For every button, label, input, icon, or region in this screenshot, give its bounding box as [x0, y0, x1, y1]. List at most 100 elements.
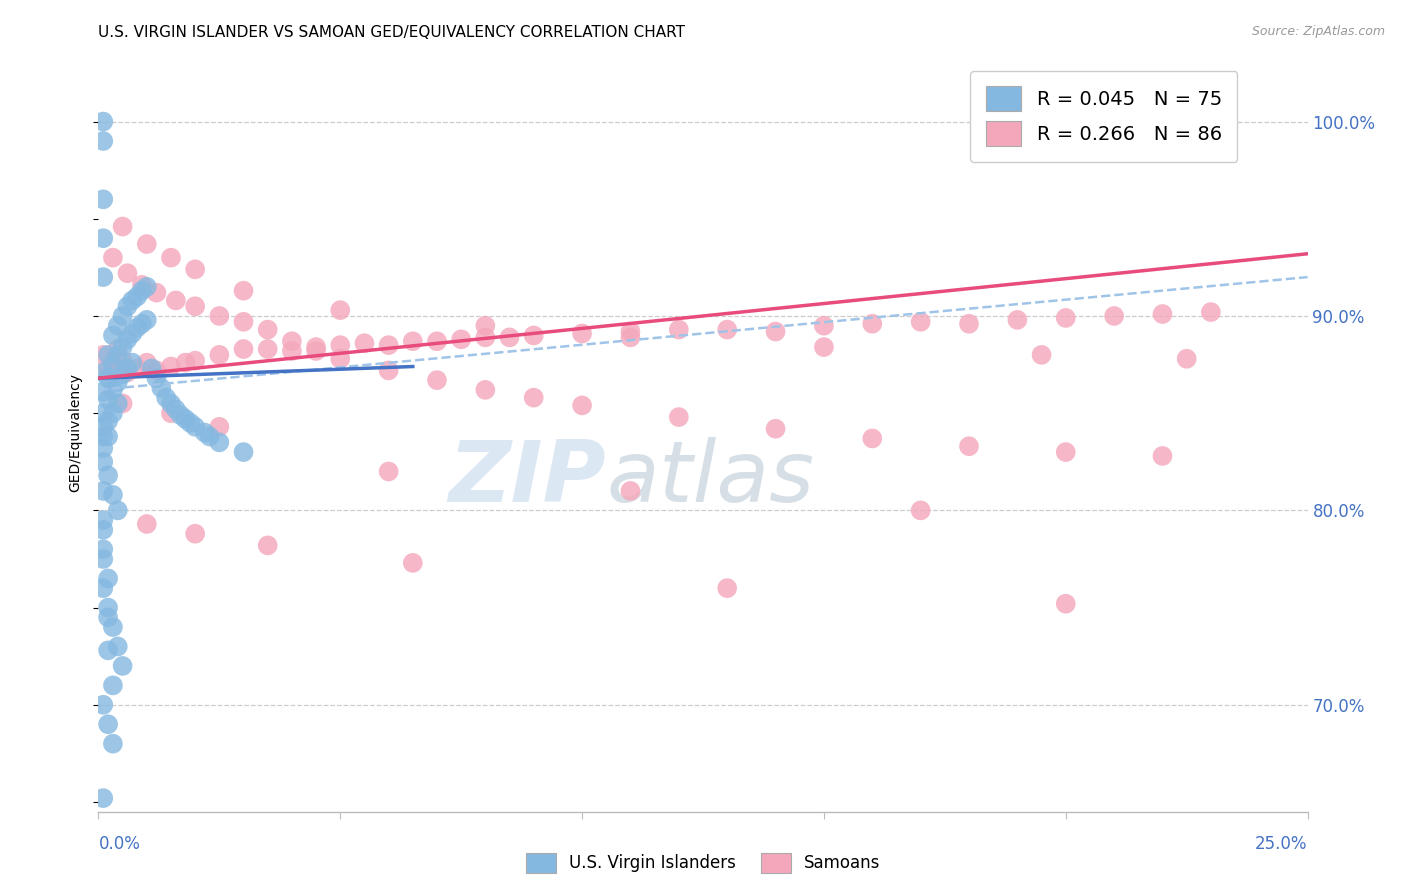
Point: [91, 523, 114, 537]
Point: [1175, 351, 1198, 366]
Point: [107, 396, 129, 410]
Point: [145, 371, 167, 385]
Point: [107, 375, 129, 389]
Point: [765, 422, 787, 436]
Point: [135, 356, 157, 370]
Point: [377, 465, 399, 479]
Point: [450, 332, 472, 346]
Point: [97, 610, 120, 624]
Point: [111, 659, 134, 673]
Point: [571, 326, 593, 341]
Point: [281, 334, 304, 349]
Point: [169, 408, 191, 422]
Point: [107, 348, 129, 362]
Point: [329, 338, 352, 352]
Point: [111, 340, 134, 354]
Point: [1054, 597, 1077, 611]
Point: [184, 526, 207, 541]
Point: [1054, 310, 1077, 325]
Point: [957, 439, 980, 453]
Point: [256, 342, 278, 356]
Y-axis label: GED/Equivalency: GED/Equivalency: [69, 373, 83, 492]
Point: [131, 317, 153, 331]
Point: [184, 419, 207, 434]
Point: [91, 513, 114, 527]
Point: [571, 398, 593, 412]
Point: [91, 231, 114, 245]
Point: [860, 317, 883, 331]
Point: [91, 429, 114, 443]
Point: [765, 325, 787, 339]
Point: [97, 371, 120, 385]
Point: [256, 538, 278, 552]
Legend: R = 0.045   N = 75, R = 0.266   N = 86: R = 0.045 N = 75, R = 0.266 N = 86: [970, 70, 1237, 161]
Point: [91, 581, 114, 595]
Point: [135, 516, 157, 531]
Point: [1031, 348, 1053, 362]
Point: [101, 328, 124, 343]
Point: [127, 320, 149, 334]
Point: [813, 340, 835, 354]
Point: [107, 503, 129, 517]
Point: [127, 361, 149, 376]
Point: [127, 289, 149, 303]
Point: [107, 318, 129, 333]
Point: [1102, 309, 1125, 323]
Point: [145, 285, 167, 300]
Point: [91, 406, 114, 420]
Point: [121, 326, 143, 341]
Point: [101, 383, 124, 397]
Point: [377, 338, 399, 352]
Point: [232, 315, 254, 329]
Point: [91, 134, 114, 148]
Point: [117, 266, 139, 280]
Point: [208, 435, 231, 450]
Point: [174, 356, 197, 370]
Point: [101, 358, 124, 372]
Point: [813, 318, 835, 333]
Point: [174, 412, 197, 426]
Point: [402, 556, 425, 570]
Point: [377, 363, 399, 377]
Point: [716, 581, 738, 595]
Point: [91, 270, 114, 285]
Point: [91, 483, 114, 498]
Point: [957, 317, 980, 331]
Point: [165, 293, 187, 308]
Point: [97, 468, 120, 483]
Text: atlas: atlas: [606, 436, 814, 520]
Point: [91, 698, 114, 712]
Point: [426, 334, 449, 349]
Point: [160, 396, 183, 410]
Point: [91, 384, 114, 399]
Point: [184, 299, 207, 313]
Point: [523, 391, 546, 405]
Point: [121, 293, 143, 308]
Point: [474, 318, 496, 333]
Point: [91, 791, 114, 805]
Point: [184, 353, 207, 368]
Point: [91, 192, 114, 206]
Legend: U.S. Virgin Islanders, Samoans: U.S. Virgin Islanders, Samoans: [519, 847, 887, 880]
Point: [155, 391, 177, 405]
Point: [256, 322, 278, 336]
Point: [141, 361, 163, 376]
Point: [160, 406, 183, 420]
Point: [91, 348, 114, 362]
Point: [668, 410, 690, 425]
Point: [619, 330, 641, 344]
Point: [305, 340, 328, 354]
Point: [111, 396, 134, 410]
Point: [91, 542, 114, 557]
Point: [145, 363, 167, 377]
Point: [97, 392, 120, 407]
Point: [426, 373, 449, 387]
Point: [91, 455, 114, 469]
Point: [160, 251, 183, 265]
Point: [402, 334, 425, 349]
Point: [97, 361, 120, 376]
Text: Source: ZipAtlas.com: Source: ZipAtlas.com: [1251, 25, 1385, 38]
Point: [111, 219, 134, 234]
Point: [1152, 307, 1174, 321]
Point: [111, 368, 134, 382]
